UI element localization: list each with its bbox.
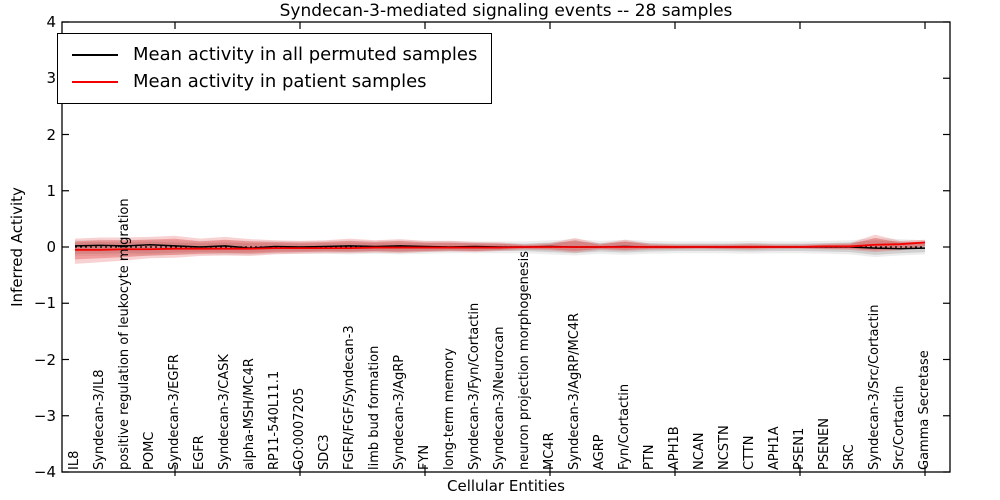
x-category-label: MC4R bbox=[542, 432, 557, 470]
x-category-label: SDC3 bbox=[317, 434, 332, 470]
y-tick-label: −4 bbox=[33, 463, 56, 481]
y-tick-label: 1 bbox=[46, 181, 56, 200]
x-category-label: IL8 bbox=[67, 450, 82, 470]
black-line-sample-icon bbox=[72, 53, 118, 56]
y-tick-label: 4 bbox=[46, 13, 56, 31]
legend-label: Mean activity in all permuted samples bbox=[133, 44, 478, 65]
y-tick-label: 0 bbox=[46, 238, 56, 256]
x-category-label: NCAN bbox=[692, 432, 707, 470]
x-category-label: Syndecan-3/EGFR bbox=[167, 354, 182, 470]
x-category-label: positive regulation of leukocyte migrati… bbox=[117, 198, 132, 470]
x-category-label: POMC bbox=[142, 431, 157, 470]
x-category-label: Fyn/Cortactin bbox=[617, 383, 632, 470]
y-tick-label: −2 bbox=[33, 350, 56, 369]
y-tick-label: −1 bbox=[33, 294, 56, 313]
chart-title: Syndecan-3-mediated signaling events -- … bbox=[279, 1, 733, 21]
x-category-label: Syndecan-3/IL8 bbox=[92, 369, 107, 470]
x-category-label: Src/Cortactin bbox=[892, 385, 907, 470]
x-category-label: RP11-540L11.1 bbox=[267, 370, 282, 470]
x-category-label: APH1B bbox=[667, 426, 682, 470]
series-line-1 bbox=[75, 241, 926, 251]
x-axis-label: Cellular Entities bbox=[447, 477, 565, 495]
legend-entry-patient: Mean activity in patient samples bbox=[72, 68, 477, 95]
legend-label: Mean activity in patient samples bbox=[133, 71, 427, 92]
x-category-label: PSEN1 bbox=[792, 427, 807, 470]
x-category-label: FYN bbox=[417, 444, 432, 470]
legend: Mean activity in all permuted samples Me… bbox=[57, 33, 493, 104]
x-category-label: PSENEN bbox=[817, 418, 832, 470]
y-tick-label: −3 bbox=[33, 406, 56, 425]
y-tick-label: 3 bbox=[46, 69, 56, 88]
x-category-label: Gamma Secretase bbox=[917, 350, 932, 470]
x-category-label: AGRP bbox=[592, 434, 607, 470]
x-category-label: SRC bbox=[842, 444, 857, 470]
x-category-label: limb bud formation bbox=[367, 345, 382, 470]
x-category-label: Syndecan-3/AgRP bbox=[392, 354, 407, 470]
x-category-label: Syndecan-3/AgRP/MC4R bbox=[567, 312, 582, 470]
x-category-label: APH1A bbox=[767, 426, 782, 470]
x-category-label: Syndecan-3/Fyn/Cortactin bbox=[467, 302, 482, 470]
band-patient-range-inner bbox=[75, 238, 925, 260]
x-category-label: Syndecan-3/Neurocan bbox=[492, 326, 507, 470]
x-category-label: long-term memory bbox=[442, 347, 457, 470]
x-category-label: PTN bbox=[642, 444, 657, 470]
x-category-label: alpha-MSH/MC4R bbox=[242, 358, 257, 470]
y-tick-label: 2 bbox=[46, 125, 56, 144]
x-category-label: CTTN bbox=[742, 435, 757, 470]
red-line-sample-icon bbox=[72, 80, 118, 83]
x-category-label: Syndecan-3/CASK bbox=[217, 354, 232, 470]
x-category-label: neuron projection morphogenesis bbox=[517, 251, 532, 470]
x-category-label: EGFR bbox=[192, 435, 207, 470]
x-category-label: GO:0007205 bbox=[292, 387, 307, 470]
band-patient-range-outer bbox=[75, 234, 925, 264]
legend-entry-permuted: Mean activity in all permuted samples bbox=[72, 41, 477, 68]
x-category-label: Syndecan-3/Src/Cortactin bbox=[867, 304, 882, 470]
x-category-label: FGFR/FGF/Syndecan-3 bbox=[342, 325, 357, 470]
x-category-label: NCSTN bbox=[717, 425, 732, 470]
